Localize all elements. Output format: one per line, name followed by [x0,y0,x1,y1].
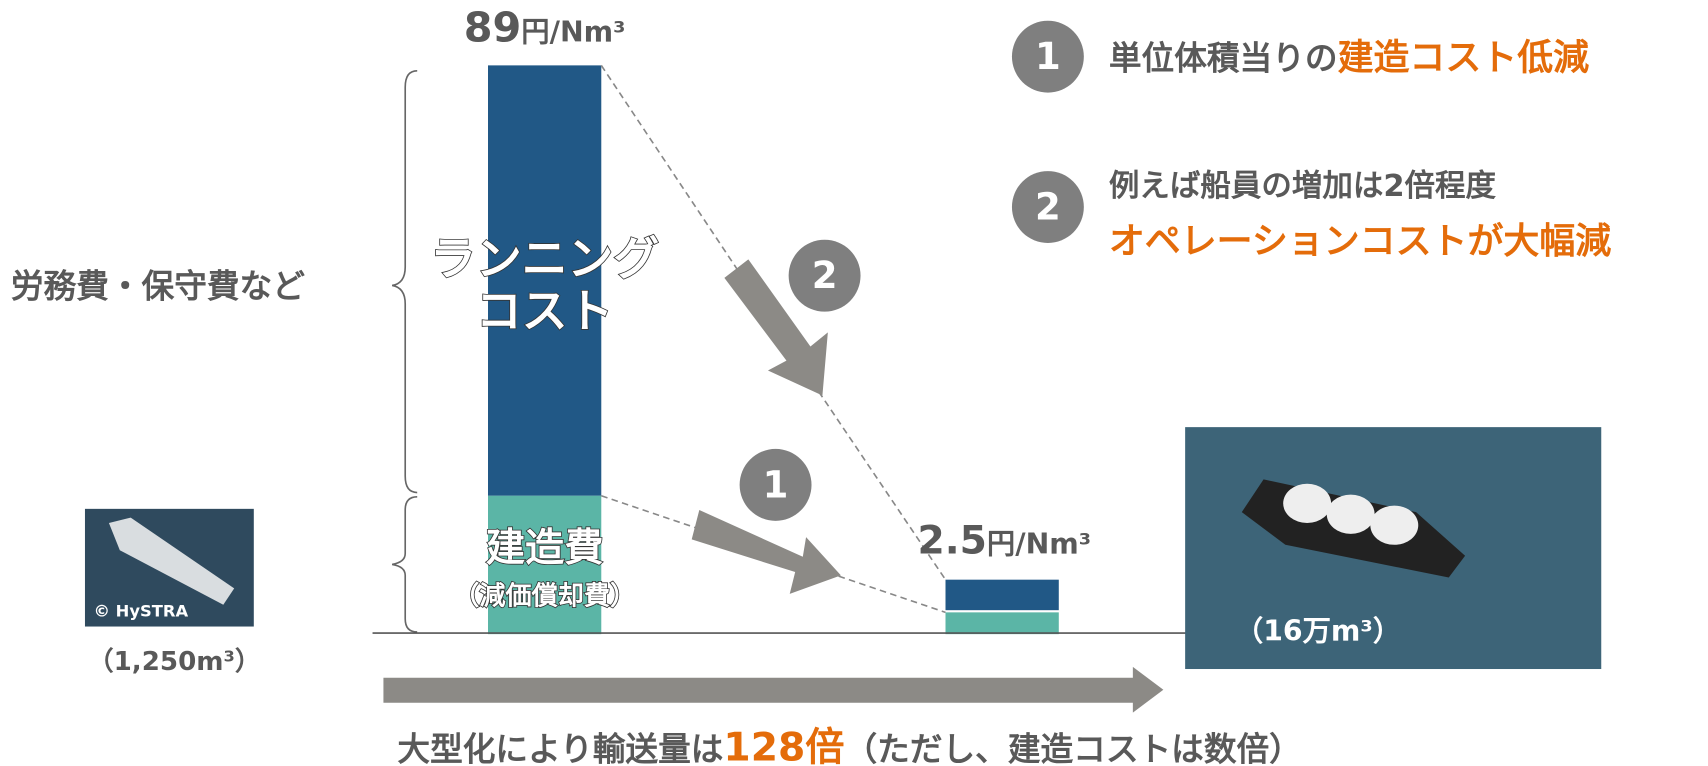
bar-label: 建造費 [486,526,604,571]
step-circle [788,239,861,312]
construction-cost-bar [488,495,602,635]
left-label: 労務費・保守費など [11,267,305,305]
ship-shape [108,517,235,605]
value: 2.5 [917,519,986,564]
bar-sublabel: （減価償却費） [453,582,636,612]
tank [1283,483,1332,524]
highlight: 128倍 [723,726,844,766]
brace [391,496,418,633]
step-circle [739,448,812,521]
bar-label: コスト [476,285,613,338]
value-label: 2.5円/Nm³ [917,519,1091,564]
tank [1326,494,1375,534]
value-label: 89円/Nm³ [464,3,626,51]
point-text: 単位体積当りの建造コスト低減 [1109,38,1589,79]
bar-label: ランニング [430,233,659,286]
arrow [383,666,1164,713]
footer: 大型化により輸送量は128倍（ただし、建造コストは数倍） [397,726,1301,766]
unit: 円/Nm³ [987,528,1091,561]
note: （ただし、建造コストは数倍） [845,731,1302,766]
step-circle [1011,20,1084,93]
tank [1370,505,1419,545]
running-cost-bar [488,65,602,496]
construction-cost-bar [945,612,1059,635]
step-number: 1 [1035,35,1061,78]
running-cost-bar [945,579,1059,611]
dashed-line [601,495,946,614]
step-number: 2 [1035,186,1061,229]
photo-credit: © HySTRA [94,602,189,621]
step-circle [1011,171,1084,243]
text: 単位体積当りの [1109,40,1338,78]
arrow [724,259,828,396]
capacity: （16万m³） [1235,615,1401,648]
highlight: 建造コスト低減 [1338,38,1590,79]
arrow [691,509,841,594]
capacity: （1,250m³） [88,647,262,677]
unit: 円/Nm³ [521,15,625,48]
brace [391,70,418,494]
step-number: 1 [763,463,789,506]
text: 大型化により輸送量は [397,731,723,766]
point-text: 例えば船員の増加は2倍程度 [1109,168,1497,204]
highlight: オペレーションコストが大幅減 [1109,221,1611,262]
step-number: 2 [812,254,838,297]
value: 89 [464,3,522,51]
